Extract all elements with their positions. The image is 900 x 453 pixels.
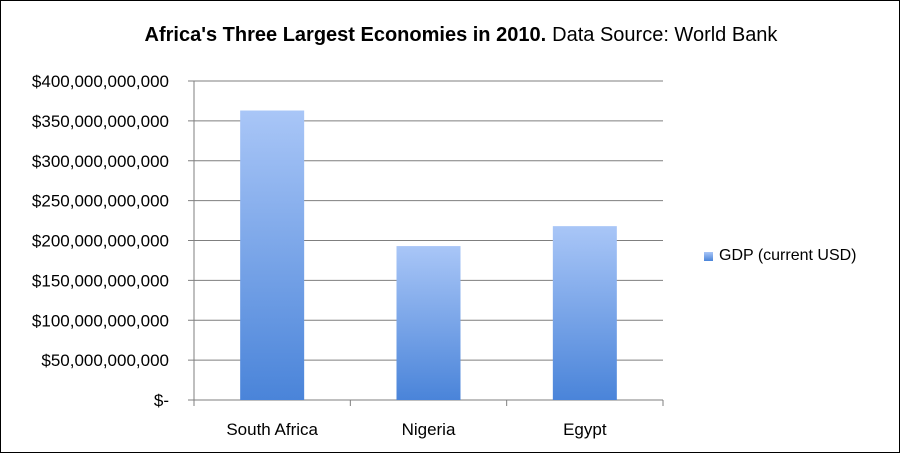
y-tick-label: $250,000,000,000 <box>32 192 169 211</box>
y-tick-label: $50,000,000,000 <box>41 351 169 370</box>
x-tick-label: Nigeria <box>402 420 456 439</box>
y-tick-label: $350,000,000,000 <box>32 112 169 131</box>
y-tick-label: $- <box>154 391 169 410</box>
bar-egypt <box>552 226 617 400</box>
y-tick-label: $100,000,000,000 <box>32 311 169 330</box>
x-tick-label: South Africa <box>226 420 318 439</box>
y-tick-label: $400,000,000,000 <box>32 72 169 91</box>
legend: GDP (current USD) <box>704 247 857 265</box>
bar-south-africa <box>240 110 305 400</box>
y-tick-label: $300,000,000,000 <box>32 152 169 171</box>
chart-title-bold: Africa's Three Largest Economies in 2010… <box>145 24 547 46</box>
bar-nigeria <box>396 246 461 400</box>
chart-title-source: Data Source: World Bank <box>552 24 778 46</box>
x-axis-labels: South Africa Nigeria Egypt <box>226 420 607 439</box>
legend-swatch <box>704 251 713 261</box>
legend-label: GDP (current USD) <box>719 247 857 264</box>
y-tick-label: $150,000,000,000 <box>32 271 169 290</box>
bars <box>240 110 617 400</box>
chart-title: Africa's Three Largest Economies in 2010… <box>145 24 779 46</box>
y-tick-label: $200,000,000,000 <box>32 232 169 251</box>
y-axis-ticks: $- $50,000,000,000 $100,000,000,000 $150,00… <box>32 72 169 410</box>
x-tick-label: Egypt <box>563 420 607 439</box>
